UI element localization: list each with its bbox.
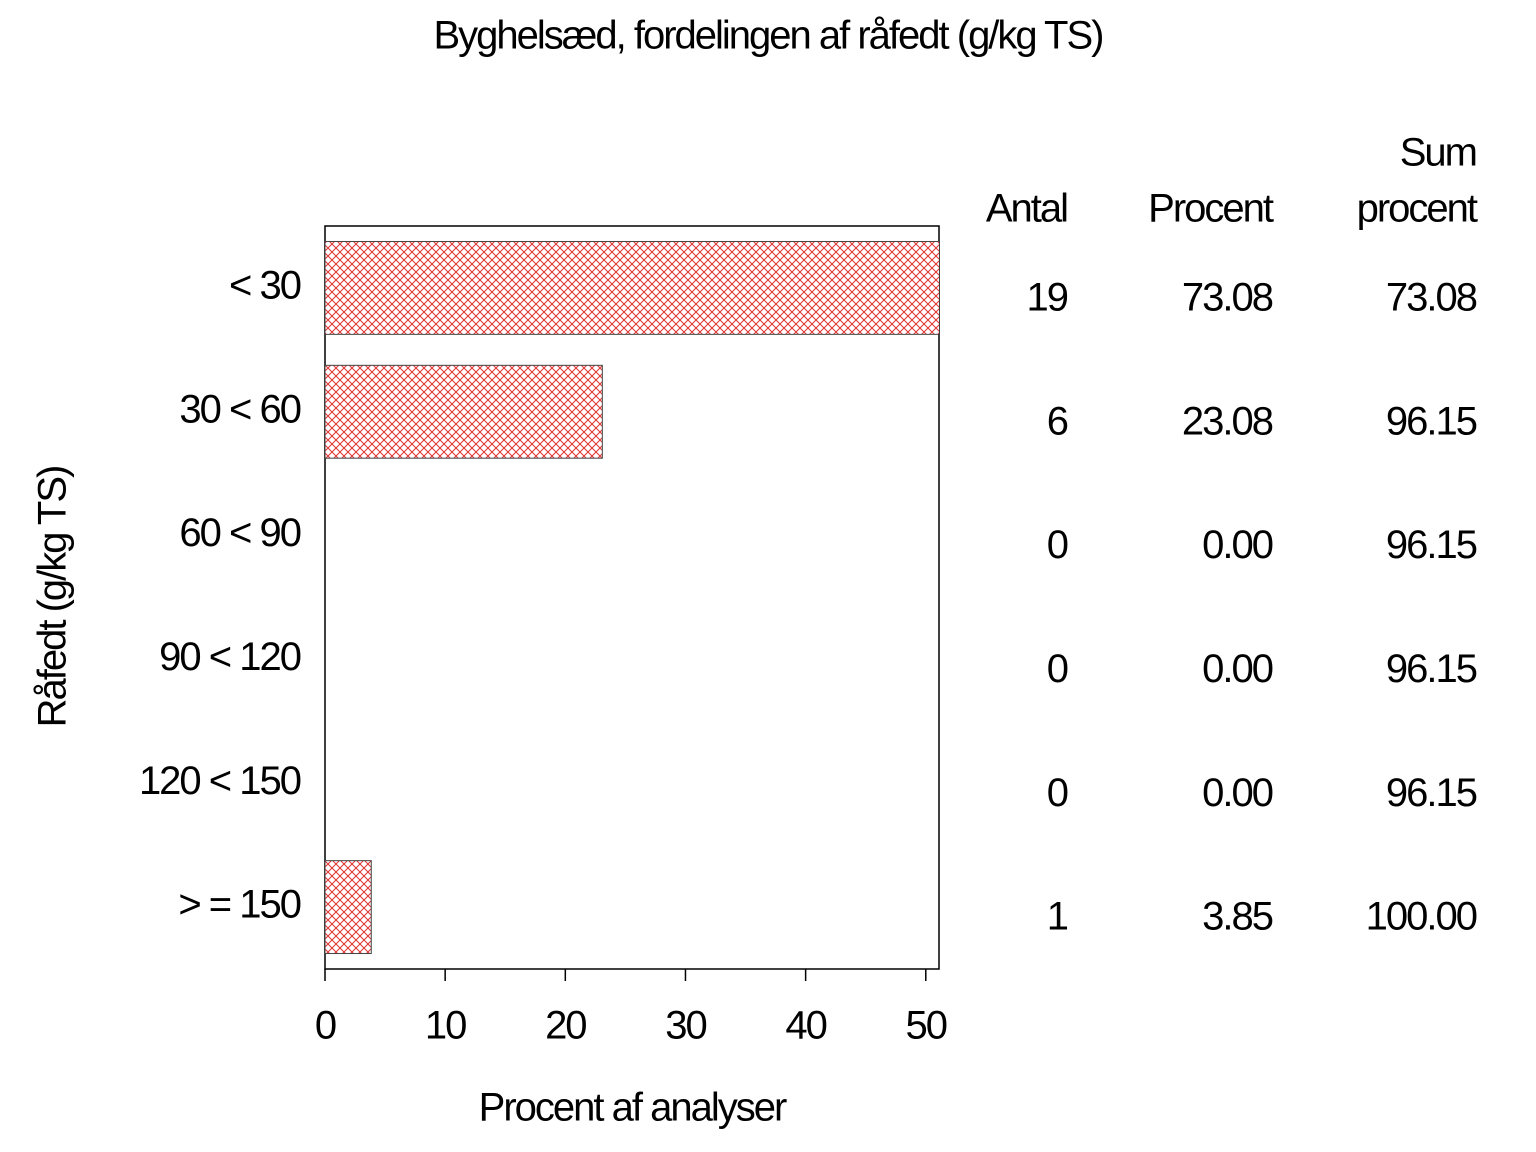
table-header: Procent: [1148, 187, 1274, 231]
table-header: Sum: [1400, 131, 1476, 175]
bar: [325, 240, 939, 335]
table-percent: 0.00: [1202, 523, 1273, 567]
y-tick-label: 120 < 150: [139, 759, 301, 803]
table-cumulative: 96.15: [1386, 399, 1477, 443]
table-percent: 23.08: [1182, 399, 1273, 443]
table-count: 6: [1047, 399, 1068, 443]
y-tick-label: < 30: [229, 263, 301, 307]
x-tick-label: 20: [545, 1004, 586, 1048]
plot-frame: [324, 225, 940, 970]
x-tick-label: 30: [665, 1004, 706, 1048]
x-tick-label: 10: [425, 1004, 466, 1048]
y-tick-label: 60 < 90: [179, 511, 300, 555]
table-cumulative: 96.15: [1386, 523, 1477, 567]
table-count: 0: [1047, 647, 1068, 691]
x-tick-label: 0: [315, 1004, 336, 1048]
bar: [325, 364, 603, 459]
chart-title: Byghelsæd, fordelingen af råfedt (g/kg T…: [433, 14, 1102, 58]
y-tick-label: 90 < 120: [159, 635, 301, 679]
x-tick-label: 50: [906, 1004, 947, 1048]
table-count: 1: [1047, 895, 1068, 939]
table-count: 0: [1047, 523, 1068, 567]
x-axis-label: Procent af analyser: [479, 1086, 787, 1130]
table-cumulative: 100.00: [1366, 895, 1477, 939]
table-header: procent: [1357, 187, 1478, 231]
table-cumulative: 73.08: [1386, 275, 1477, 319]
y-tick-label: > = 150: [178, 883, 300, 927]
table-count: 19: [1027, 275, 1068, 319]
x-tick-label: 40: [785, 1004, 826, 1048]
table-cumulative: 96.15: [1386, 771, 1477, 815]
table-percent: 0.00: [1202, 647, 1273, 691]
y-axis-label: Råfedt (g/kg TS): [31, 467, 75, 728]
table-header: Antal: [986, 187, 1067, 231]
table-count: 0: [1047, 771, 1068, 815]
table-percent: 73.08: [1182, 275, 1273, 319]
table-percent: 0.00: [1202, 771, 1273, 815]
table-percent: 3.85: [1202, 895, 1273, 939]
table-cumulative: 96.15: [1386, 647, 1477, 691]
bar: [325, 860, 372, 955]
y-tick-label: 30 < 60: [179, 387, 300, 431]
bars: [325, 240, 939, 955]
